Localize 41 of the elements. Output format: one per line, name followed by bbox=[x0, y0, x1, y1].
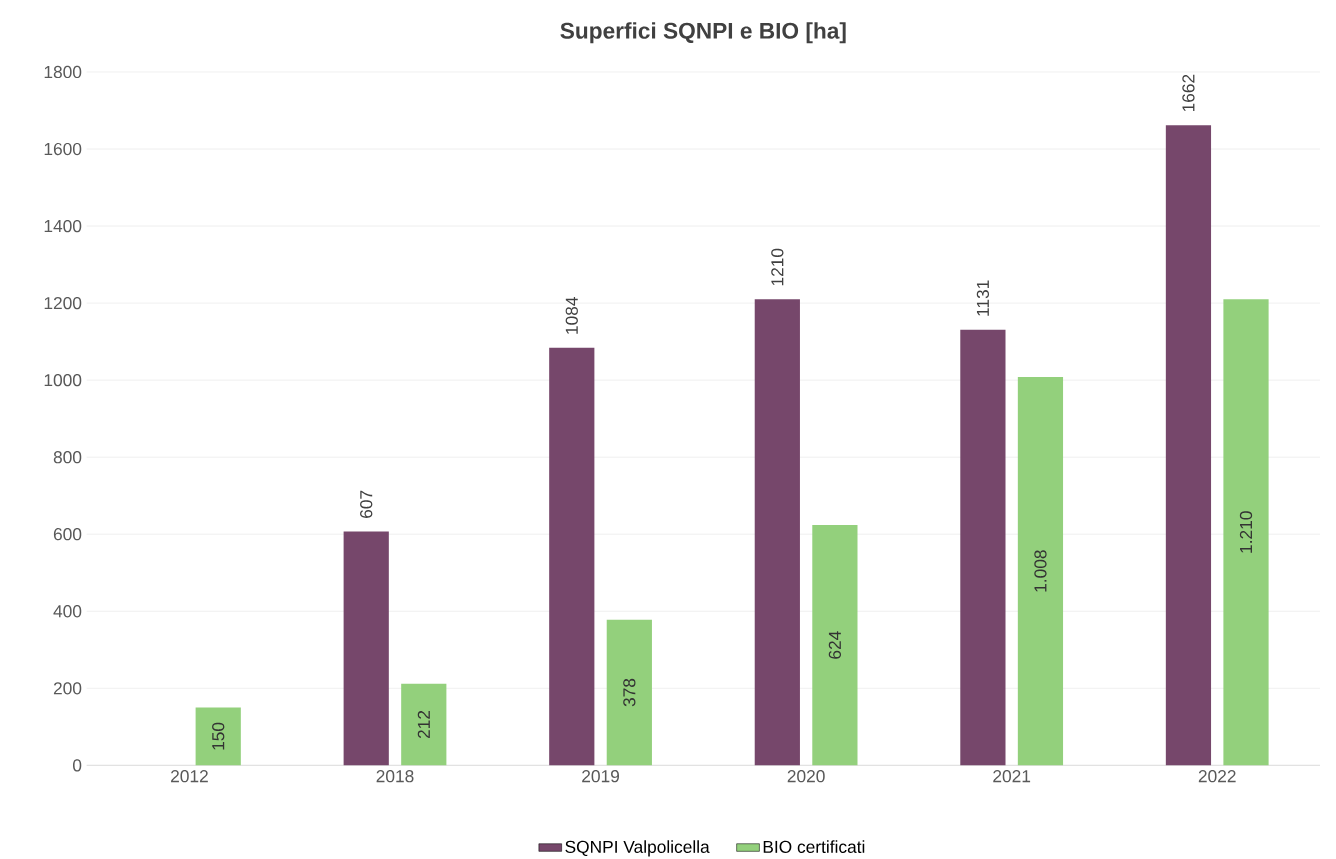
data-label: 378 bbox=[623, 678, 636, 707]
data-label: 150 bbox=[212, 722, 225, 750]
data-label: 1084 bbox=[565, 297, 578, 334]
data-label: 1210 bbox=[771, 248, 784, 286]
y-tick-label: 1600 bbox=[44, 143, 82, 156]
y-tick-label: 400 bbox=[53, 605, 82, 618]
legend-label: SQNPI Valpolicella bbox=[565, 840, 710, 857]
legend-label: BIO certificati bbox=[763, 840, 865, 854]
data-label: 212 bbox=[417, 711, 430, 739]
bar bbox=[549, 347, 595, 766]
y-tick-label: 1000 bbox=[44, 374, 82, 387]
bar bbox=[960, 329, 1006, 766]
data-label: 1.008 bbox=[1034, 550, 1047, 592]
bar bbox=[754, 299, 800, 766]
y-tick-label: 800 bbox=[53, 451, 82, 464]
bar bbox=[401, 683, 447, 766]
bar bbox=[1165, 125, 1212, 766]
data-label: 1131 bbox=[976, 280, 990, 316]
data-label: 1662 bbox=[1182, 74, 1195, 112]
y-tick-label: 200 bbox=[53, 682, 82, 695]
x-tick-label: 2012 bbox=[171, 770, 208, 783]
bar bbox=[1017, 377, 1064, 766]
bar bbox=[1223, 299, 1269, 766]
data-label: 1.210 bbox=[1239, 511, 1253, 553]
chart-title: Superfici SQNPI e BIO [ha] bbox=[560, 22, 846, 44]
bar bbox=[606, 619, 652, 766]
x-tick-label: 2022 bbox=[1198, 770, 1236, 783]
y-tick-label: 600 bbox=[53, 528, 82, 541]
x-tick-label: 2019 bbox=[582, 770, 620, 783]
y-tick-label: 1400 bbox=[44, 220, 82, 233]
bar bbox=[195, 707, 241, 766]
bar bbox=[812, 525, 858, 766]
data-label: 607 bbox=[360, 490, 373, 519]
data-label: 624 bbox=[828, 631, 842, 659]
x-tick-label: 2021 bbox=[993, 770, 1031, 783]
y-tick-label: 1200 bbox=[44, 297, 82, 310]
y-tick-label: 1800 bbox=[44, 66, 82, 79]
x-tick-label: 2020 bbox=[787, 770, 825, 783]
bar bbox=[343, 531, 389, 766]
x-tick-label: 2018 bbox=[376, 770, 414, 783]
y-tick-label: 0 bbox=[72, 759, 82, 772]
